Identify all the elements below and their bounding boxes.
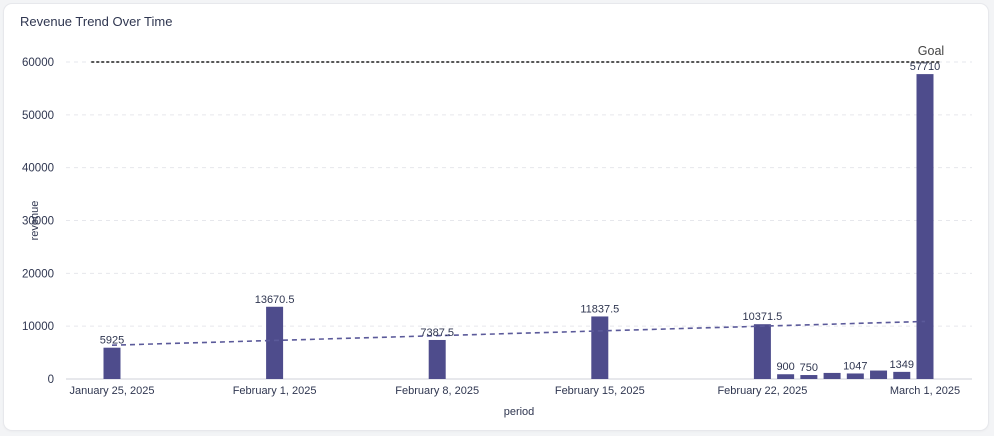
y-tick-label: 40000 [22,163,54,175]
y-tick-label: 60000 [22,57,54,69]
bar-value-label: 57710 [910,61,941,73]
trend-line [111,320,926,346]
bar [846,373,864,379]
bar-value-label: 1349 [890,359,914,371]
bar [870,370,888,379]
bar [103,347,121,379]
x-tick-label: January 25, 2025 [69,385,154,397]
y-tick-label: 30000 [22,216,54,228]
bar-value-label: 13670.5 [255,294,295,306]
bar-value-label: 1047 [843,360,867,372]
y-tick-label: 50000 [22,110,54,122]
bar-value-label: 11837.5 [580,303,619,315]
bar [893,371,911,379]
x-tick-label: February 1, 2025 [233,385,317,397]
bar [916,74,934,380]
revenue-bar-chart: 0 10000 20000 30000 40000 50000 60000 Goal 5925 1… [22,44,972,418]
bar [800,375,818,379]
bar-value-label: 10371.5 [743,311,783,323]
y-axis-title: revenue [29,201,41,241]
x-axis-title: period [504,406,535,418]
chart-title: Revenue Trend Over Time [20,14,173,29]
bar [428,339,446,379]
bar-value-label: 7387.5 [420,327,454,339]
bar [266,306,284,379]
bar [823,372,841,379]
bar [591,316,609,379]
bar [777,374,795,379]
bar-value-label: 750 [800,362,818,374]
y-tick-label: 0 [48,374,54,386]
bar-value-label: 900 [776,361,794,373]
x-tick-label: February 15, 2025 [555,385,645,397]
chart-card: Revenue Trend Over Time 0 10000 20000 30000… [4,4,988,430]
x-tick-label: February 22, 2025 [717,385,807,397]
x-tick-label: February 8, 2025 [395,385,479,397]
goal-label: Goal [918,44,944,58]
y-tick-label: 10000 [22,321,54,333]
bar [753,324,771,379]
bar-value-label: 5925 [100,335,124,347]
y-tick-label: 20000 [22,268,54,280]
x-tick-label: March 1, 2025 [890,385,960,397]
